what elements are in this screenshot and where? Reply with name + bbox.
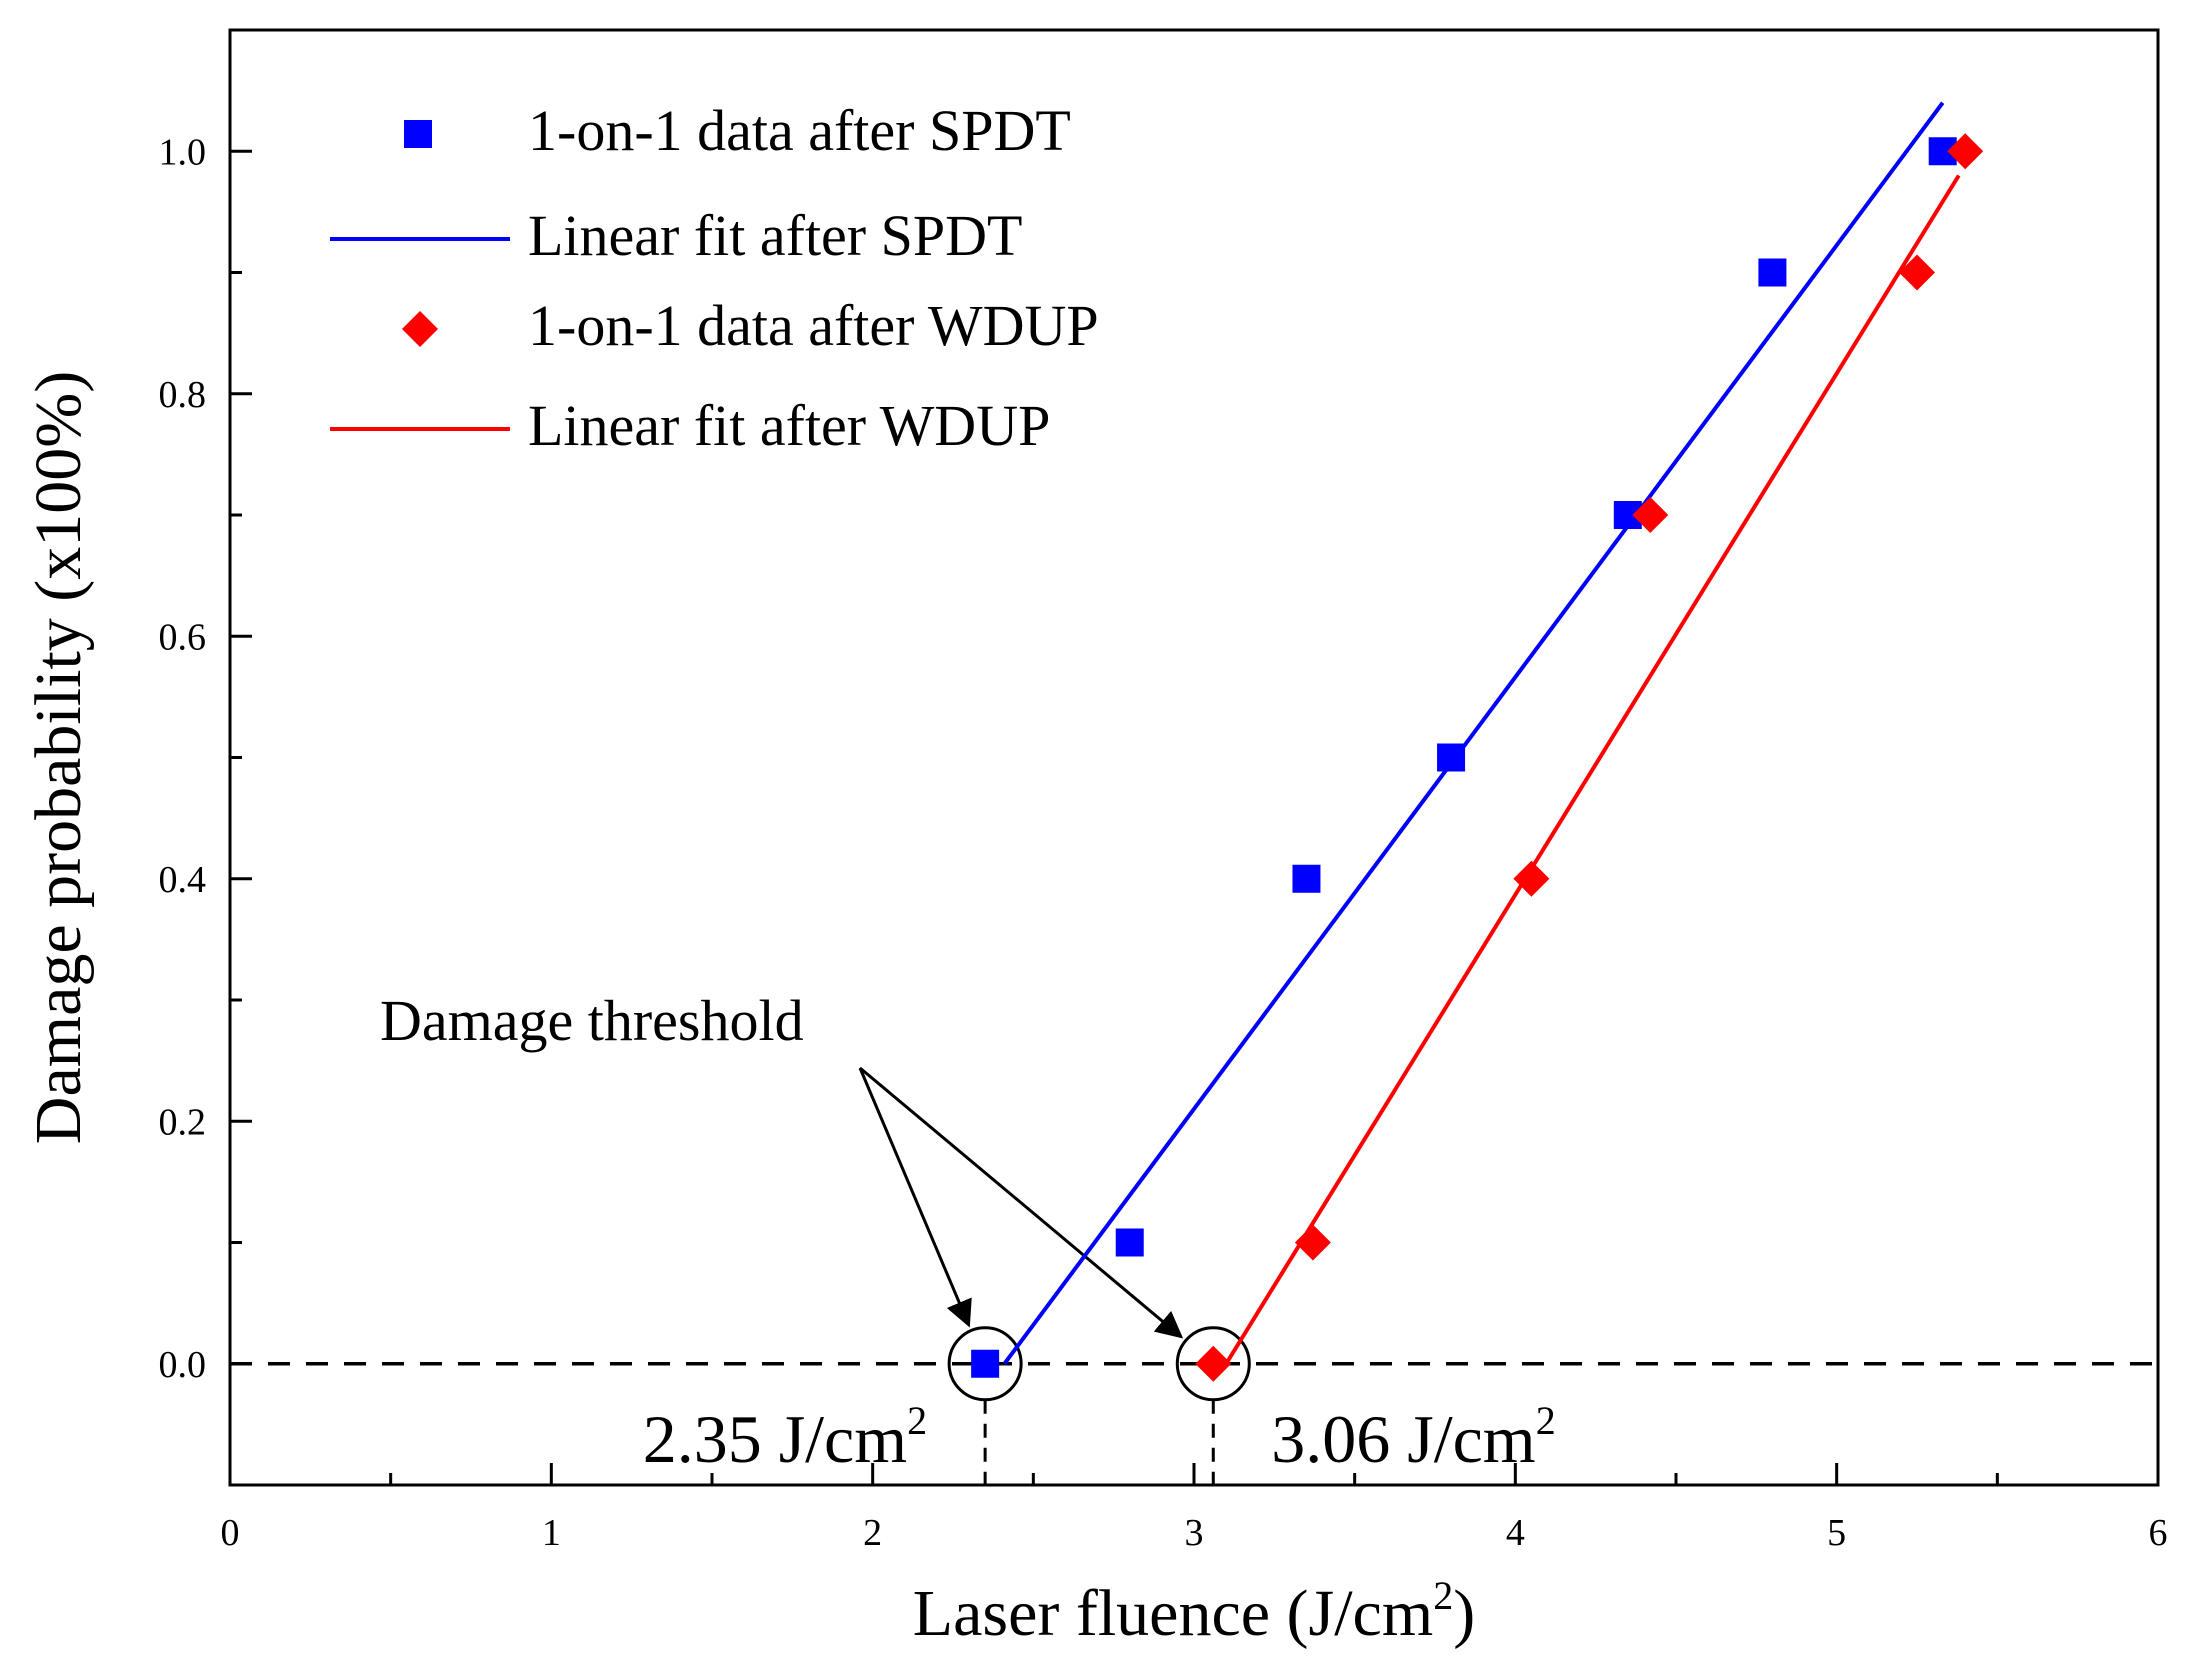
diamond-data-point: [1899, 254, 1935, 291]
y-tick-label: 0.0: [159, 1344, 207, 1386]
legend-square-swatch: [404, 120, 432, 148]
y-tick-label: 0.8: [159, 374, 207, 416]
series-layer: [971, 101, 1984, 1382]
y-tick-label: 1.0: [159, 131, 207, 173]
legend-label: Linear fit after WDUP: [528, 393, 1050, 458]
legend-label: 1-on-1 data after WDUP: [528, 293, 1099, 358]
y-axis-title: Damage probability (x100%): [22, 371, 95, 1144]
diamond-data-point: [1195, 1345, 1232, 1382]
legend-label: Linear fit after SPDT: [528, 203, 1022, 268]
diamond-data-point: [1294, 1224, 1331, 1261]
threshold-arrow: [858, 1067, 972, 1328]
x-tick-label: 6: [2149, 1512, 2168, 1554]
annotation-layer: Damage threshold 2.35 J/cm2 3.06 J/cm2: [380, 988, 1556, 1485]
square-data-point: [1758, 258, 1787, 287]
diamond-data-point: [1632, 497, 1669, 533]
legend-label: 1-on-1 data after SPDT: [528, 98, 1071, 163]
threshold-value-label: 3.06 J/cm2: [1271, 1398, 1555, 1477]
square-data-point: [1437, 743, 1466, 772]
x-tick-label: 0: [221, 1512, 240, 1554]
x-tick-label: 1: [542, 1512, 561, 1554]
x-axis-title: Laser fluence (J/cm2): [913, 1573, 1475, 1650]
legend: 1-on-1 data after SPDT Linear fit after S…: [330, 98, 1099, 458]
x-tick-label: 2: [863, 1512, 882, 1554]
threshold-arrow: [859, 1066, 1184, 1339]
x-tick-label: 5: [1827, 1512, 1846, 1554]
diamond-data-point: [1513, 860, 1550, 897]
square-data-point: [1292, 864, 1321, 893]
x-tick-label: 4: [1506, 1512, 1525, 1554]
fit-line: [1224, 174, 1961, 1365]
annotation-label: Damage threshold: [380, 988, 804, 1053]
square-data-point: [1115, 1228, 1144, 1257]
square-data-point: [971, 1349, 1000, 1378]
y-tick-label: 0.6: [159, 616, 207, 658]
y-tick-label: 0.4: [159, 859, 207, 901]
y-tick-label: 0.2: [159, 1101, 207, 1143]
threshold-value-label: 2.35 J/cm2: [643, 1398, 927, 1477]
x-tick-label: 3: [1185, 1512, 1204, 1554]
axis-layer: 0 1 2 3 4 5 6 0.0 0.2 0.4 0.6 0.8 1.0: [159, 131, 2168, 1554]
legend-diamond-swatch: [402, 311, 438, 347]
fit-line: [1002, 101, 1945, 1365]
diamond-data-point: [1947, 133, 1984, 170]
